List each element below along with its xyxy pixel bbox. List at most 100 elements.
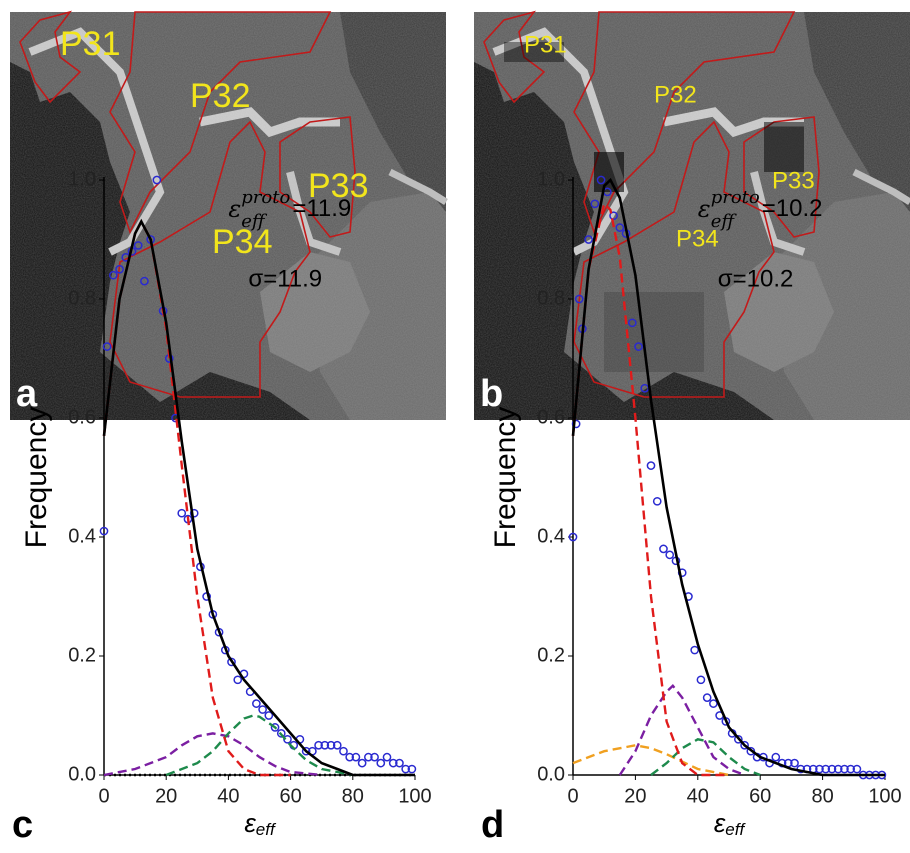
text-part: eff [711, 211, 738, 232]
y-tick-label: 0.6 [537, 406, 565, 428]
text-part: ε [698, 195, 711, 223]
data-point [227, 657, 236, 667]
text-part: proto [711, 187, 760, 208]
data-point [258, 705, 267, 714]
text-part: eff [241, 211, 268, 232]
data-point [252, 699, 261, 708]
data-point [584, 235, 593, 244]
data-point [734, 734, 743, 744]
data-point [659, 544, 668, 554]
region-label: P34 [676, 225, 719, 252]
y-tick-label: 1.0 [537, 168, 565, 190]
fit-curve [650, 738, 761, 777]
x-tick-label: 100 [868, 785, 901, 807]
data-point [815, 764, 824, 774]
panel-letter: c [12, 804, 33, 846]
region-label: P32 [190, 77, 251, 115]
data-point [357, 758, 367, 768]
data-point [189, 508, 199, 518]
x-axis-title: εeff [714, 808, 747, 840]
data-point [609, 211, 618, 221]
data-point [771, 752, 781, 762]
data-point [345, 752, 355, 762]
y-axis-title: Frequency [489, 407, 522, 549]
x-tick-label: 0 [98, 785, 109, 807]
data-point [314, 740, 323, 750]
panel-letter: a [16, 373, 38, 415]
data-point [596, 175, 606, 185]
data-point [833, 764, 843, 774]
fit-curve [165, 714, 354, 777]
region-label: P31 [60, 25, 121, 63]
y-tick-label: 0.8 [68, 287, 96, 309]
data-point [332, 740, 342, 750]
region-label: P33 [772, 167, 815, 194]
data-point [270, 723, 280, 732]
data-point [140, 276, 149, 286]
data-point [665, 550, 675, 560]
data-point [301, 746, 311, 756]
data-point [276, 729, 286, 738]
text-part: =11.9 [292, 195, 351, 222]
data-point [102, 342, 112, 351]
data-point [115, 264, 124, 274]
data-point [233, 675, 243, 685]
text-part: ε [228, 195, 241, 223]
sigma-annotation: σ=10.2 [718, 265, 794, 292]
data-point [590, 199, 600, 209]
data-point [827, 764, 837, 774]
data-point [568, 532, 578, 542]
masked-pixels [504, 42, 804, 372]
data-point [320, 740, 330, 750]
fit-curve [102, 218, 415, 777]
data-point [790, 758, 799, 768]
data-point [152, 175, 162, 185]
data-point [407, 764, 417, 774]
text-part: eff [256, 820, 277, 839]
x-tick-label: 40 [687, 785, 709, 807]
fit-curve [572, 744, 730, 777]
fit-curve [102, 219, 291, 777]
chart: 0.0 0.2 0.4 0.6 0.8 1.0 0 20 40 60 80 100 Frequency ε… [481, 168, 902, 846]
x-tick-label: 80 [811, 785, 833, 807]
chart: 0.0 0.2 0.4 0.6 0.8 1.0 0 20 40 60 80 100 Frequency ε… [12, 168, 432, 846]
data-point [702, 693, 712, 703]
data-point [133, 241, 143, 250]
data-point [264, 711, 274, 720]
y-tick-label: 0.0 [537, 763, 565, 785]
data-point [364, 752, 373, 762]
data-point [401, 764, 411, 774]
region-label: P33 [308, 167, 369, 205]
data-point [326, 740, 336, 750]
x-axis-title: εeff [244, 808, 277, 840]
image-panel: P31 P32 P33 P34 a [10, 12, 446, 420]
data-point [652, 496, 662, 506]
fit-curve [103, 732, 322, 777]
x-tick-label: 100 [398, 785, 431, 807]
sigma-annotation: σ=11.9 [248, 265, 322, 292]
region-label: P34 [212, 223, 273, 261]
data-point [370, 752, 379, 762]
x-tick-label: 60 [749, 785, 771, 807]
fit-curve [571, 177, 885, 777]
y-tick-label: 0.8 [537, 287, 565, 309]
data-point [177, 508, 187, 518]
y-axis-title: Frequency [20, 407, 53, 549]
data-point [852, 764, 862, 774]
y-tick-label: 1.0 [68, 168, 96, 190]
data-point [821, 764, 831, 774]
text-part: =10.2 [762, 195, 823, 222]
data-point [99, 526, 109, 536]
data-point [395, 758, 404, 768]
y-tick-label: 0.4 [68, 525, 96, 547]
data-point [690, 645, 700, 655]
data-point [840, 764, 849, 774]
data-point [574, 294, 584, 304]
y-tick-label: 0.6 [68, 406, 96, 428]
data-point [627, 318, 637, 328]
annotation: εproto eff =11.9 [228, 187, 351, 232]
x-tick-label: 80 [342, 785, 364, 807]
y-tick-label: 0.0 [68, 763, 96, 785]
y-tick-label: 0.2 [68, 644, 96, 666]
